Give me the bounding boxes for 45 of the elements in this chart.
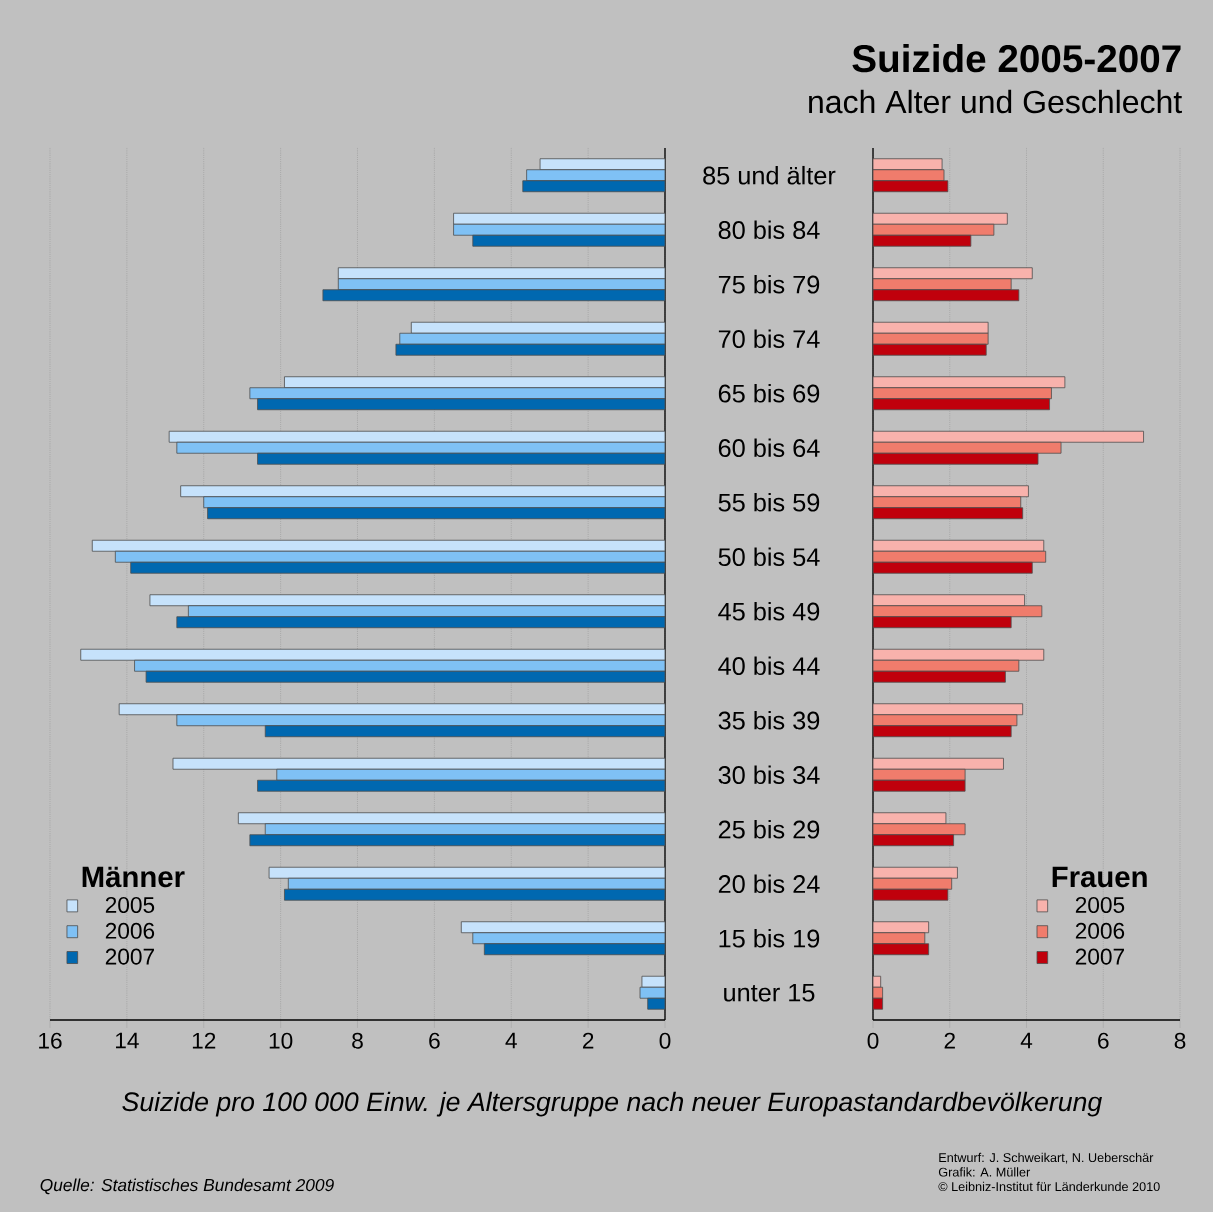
y-tick-label: 80 bis 84 [718,220,820,240]
chart-title: Suizide 2005-2007 [852,43,1181,73]
legend-label: 2005 [1075,896,1125,914]
y-tick-label: 70 bis 74 [718,329,820,349]
y-tick-label: 65 bis 69 [718,383,820,403]
y-tick-label: 30 bis 34 [718,765,820,785]
source-note: Quelle: Statistisches Bundesamt 2009 [40,1178,334,1195]
y-tick-label: 75 bis 79 [718,274,820,294]
legend-label: 2005 [105,896,155,914]
y-tick-label: 50 bis 54 [718,547,820,567]
y-tick-label: 55 bis 59 [718,492,820,512]
y-tick-label: 25 bis 29 [718,819,820,839]
x-tick-label: 4 [1020,1032,1033,1049]
x-tick-label: 10 [269,1032,293,1049]
text: © Leibniz-Institut für Länderkunde 2010 [938,1181,1160,1192]
x-tick-label: 12 [192,1032,216,1049]
legend-label: 2007 [1075,948,1124,965]
x-tick-label: 6 [1098,1032,1109,1049]
y-tick-label: 45 bis 49 [718,601,820,621]
y-tick-label: 40 bis 44 [718,656,820,676]
y-tick-label: 85 und älter [703,165,836,185]
legend-label: 2006 [105,922,155,939]
y-tick-label: 20 bis 24 [718,874,820,894]
x-axis-title: Suizide pro 100 000 Einw. je Altersgruppe nach neuer Europastandardbevölkerung [122,1091,1103,1117]
text: Grafik: A. Müller [938,1167,1031,1177]
x-tick-label: 2 [582,1032,594,1049]
x-tick-label: 14 [116,1032,139,1049]
chart-subtitle: nach Alter und Geschlecht [809,89,1182,114]
legend-title: Frauen [1052,866,1147,888]
x-tick-label: 8 [1174,1032,1186,1049]
legend-label: 2006 [1075,922,1125,939]
text: Entwurf: J. Schweikart, N. Ueberschär [939,1152,1154,1164]
legend-title: Männer [82,866,185,888]
x-tick-label: 0 [659,1032,671,1049]
x-tick-label: 6 [429,1032,440,1049]
x-tick-label: 0 [867,1032,879,1049]
x-tick-label: 16 [39,1032,62,1049]
x-tick-label: 8 [352,1032,363,1049]
x-tick-label: 4 [505,1032,517,1049]
y-tick-label: 15 bis 19 [719,928,820,948]
legend-label: 2007 [105,948,154,965]
y-tick-label: 35 bis 39 [718,710,820,730]
y-tick-label: 60 bis 64 [718,438,820,458]
x-tick-label: 2 [944,1032,955,1049]
y-tick-label: unter 15 [724,983,815,1002]
